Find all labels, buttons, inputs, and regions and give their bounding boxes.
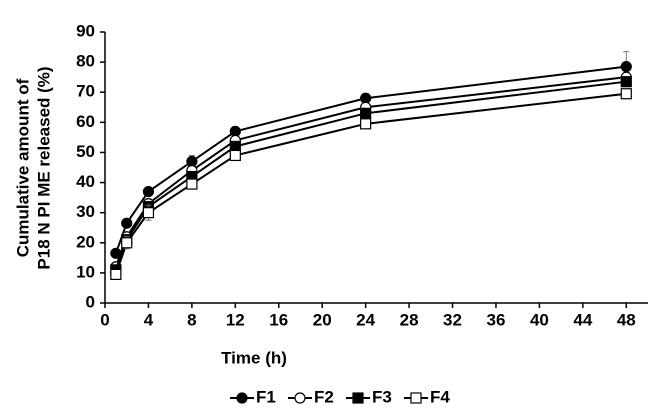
x-tick-label: 40 — [530, 310, 549, 329]
legend-label: F1 — [256, 387, 276, 406]
x-tick-label: 8 — [187, 310, 196, 329]
x-tick-label: 28 — [400, 310, 419, 329]
x-tick-label: 16 — [269, 310, 288, 329]
x-tick-label: 24 — [356, 310, 375, 329]
legend-label: F4 — [430, 387, 450, 406]
marker — [121, 217, 133, 229]
legend-label: F3 — [372, 387, 392, 406]
x-tick-label: 12 — [226, 310, 245, 329]
y-tick-label: 40 — [76, 172, 95, 191]
x-tick-label: 20 — [313, 310, 332, 329]
y-axis-label: P18 N PI ME released (%) — [34, 66, 53, 269]
y-tick-label: 30 — [76, 202, 95, 221]
x-tick-label: 48 — [617, 310, 636, 329]
legend-marker — [352, 392, 364, 404]
marker — [620, 88, 632, 100]
y-tick-label: 50 — [76, 142, 95, 161]
x-tick-label: 36 — [486, 310, 505, 329]
x-axis-label: Time (h) — [221, 348, 287, 367]
y-tick-label: 90 — [76, 21, 95, 40]
marker — [620, 76, 632, 88]
y-tick-label: 20 — [76, 232, 95, 251]
y-tick-label: 80 — [76, 52, 95, 71]
x-tick-label: 4 — [144, 310, 154, 329]
marker — [360, 118, 372, 130]
marker — [110, 268, 122, 280]
legend-marker — [236, 392, 248, 404]
legend-marker — [294, 392, 306, 404]
x-tick-label: 0 — [100, 310, 109, 329]
legend-label: F2 — [314, 387, 334, 406]
legend-marker — [410, 392, 422, 404]
marker — [360, 107, 372, 119]
x-tick-label: 44 — [573, 310, 592, 329]
marker — [229, 149, 241, 162]
y-tick-label: 60 — [76, 112, 95, 131]
marker — [142, 207, 155, 219]
marker — [620, 61, 632, 73]
marker — [142, 185, 155, 198]
y-tick-label: 0 — [86, 292, 95, 311]
y-tick-label: 10 — [76, 262, 95, 281]
x-tick-label: 32 — [443, 310, 462, 329]
marker — [186, 178, 198, 190]
marker — [121, 237, 133, 249]
y-axis-label: Cumulative amount of — [13, 78, 32, 257]
y-tick-label: 70 — [76, 82, 95, 101]
